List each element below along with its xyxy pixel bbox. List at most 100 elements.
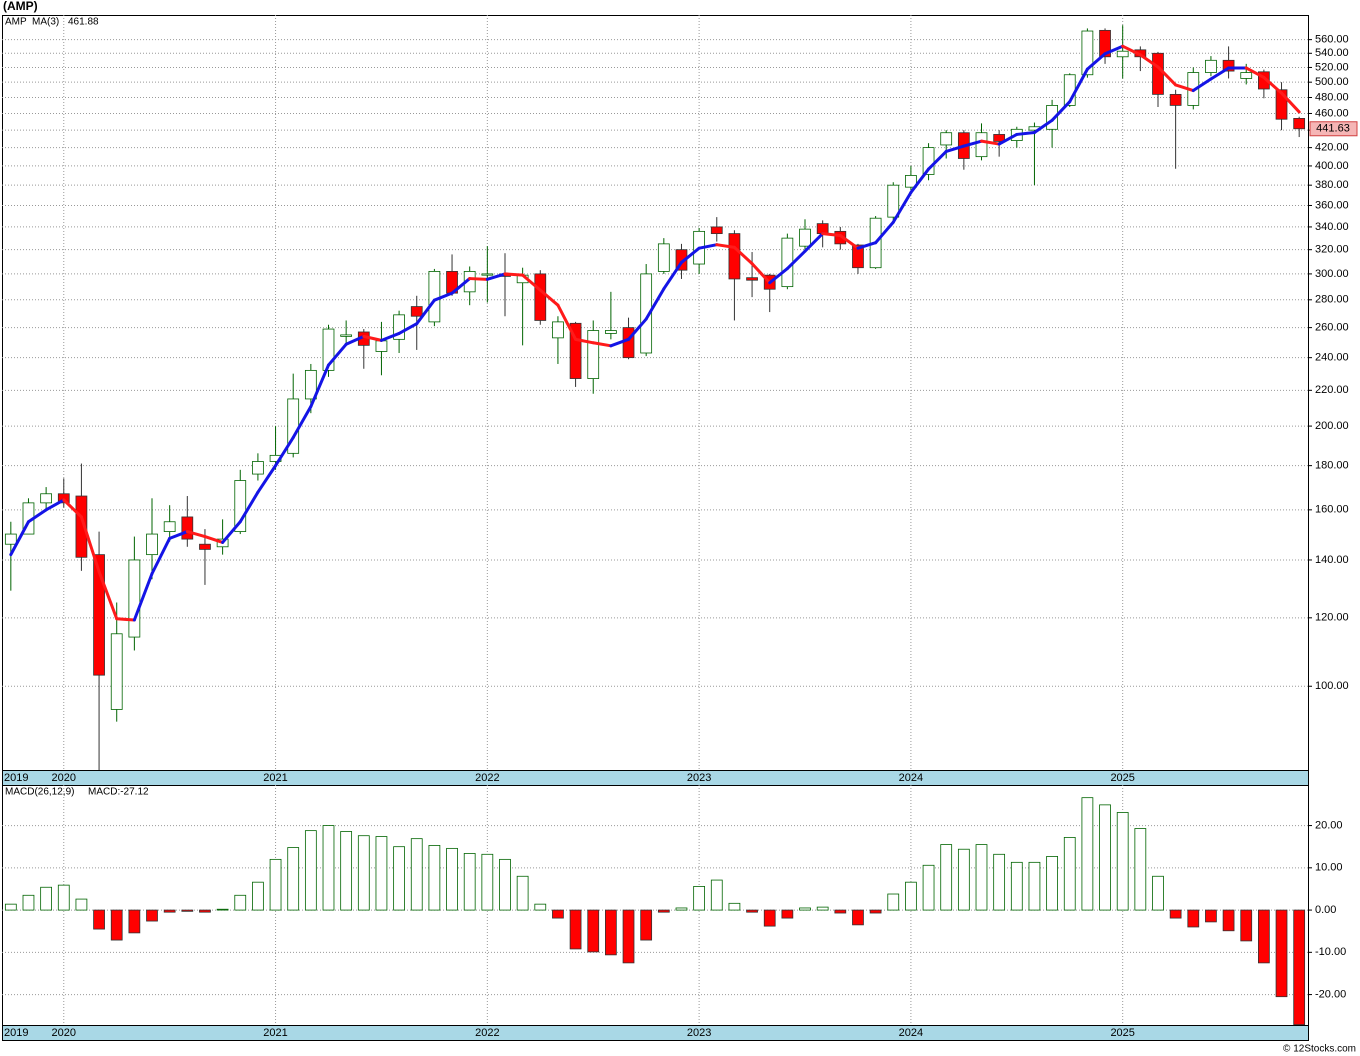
candle-body	[940, 132, 953, 146]
x-tick-label: 2021	[263, 1027, 287, 1039]
y-tick-label: 420.00	[1315, 142, 1349, 154]
candle-body	[75, 495, 88, 558]
y-tick-label: 480.00	[1315, 91, 1349, 103]
y-tick-label: 540.00	[1315, 47, 1349, 59]
y-tick-label: 360.00	[1315, 199, 1349, 211]
macd-bar	[22, 894, 35, 911]
candle-body	[1169, 93, 1182, 106]
macd-bar	[1152, 875, 1164, 911]
ma-segment	[26, 508, 48, 524]
ma-segment	[9, 520, 30, 557]
ma-segment	[503, 272, 525, 277]
macd-bar	[605, 909, 617, 956]
macd-bar	[993, 853, 1006, 911]
ma-segment	[838, 234, 860, 250]
macd-bar	[1240, 909, 1253, 942]
macd-bar	[446, 847, 458, 911]
ma-segment	[1174, 83, 1195, 93]
macd-bar	[57, 884, 70, 911]
y-tick-label: 120.00	[1315, 612, 1349, 624]
candle-body	[163, 521, 176, 532]
macd-bar	[622, 909, 635, 964]
y-tick-label: 460.00	[1315, 107, 1349, 119]
macd-bar	[216, 908, 229, 911]
x-tick-label: 2023	[687, 772, 711, 784]
ma-segment	[256, 464, 278, 494]
ma-segment	[274, 436, 295, 468]
macd-bar	[252, 881, 264, 911]
candle-body	[40, 493, 52, 504]
macd-bar	[887, 893, 900, 911]
macd-bar	[322, 825, 335, 911]
legend-macd-value: MACD:-27.12	[88, 787, 149, 798]
y-tick-label: -10.00	[1315, 946, 1346, 958]
ma-segment	[291, 405, 313, 440]
candle-body	[304, 369, 317, 400]
macd-bar	[128, 909, 141, 934]
ma-segment	[803, 232, 825, 253]
chart-title: (AMP)	[3, 0, 38, 13]
macd-bar	[657, 909, 670, 913]
macd-bar	[534, 903, 547, 911]
legend-ma-value: 461.88	[68, 17, 99, 28]
macd-bar	[481, 853, 494, 911]
ma-segment	[679, 246, 701, 264]
ma-segment	[997, 132, 1019, 146]
x-tick-label: 2020	[52, 1027, 76, 1039]
candle-body	[728, 233, 741, 280]
macd-bar	[1187, 909, 1200, 928]
candle-body	[569, 322, 582, 379]
candle-body	[1116, 50, 1129, 58]
candle-body	[1081, 30, 1094, 76]
macd-bar	[357, 835, 370, 911]
ma-segment	[379, 331, 401, 342]
candle-body	[128, 559, 141, 638]
macd-bar	[410, 838, 423, 911]
ma-segment	[115, 617, 136, 622]
legend-macd: MACD(26,12,9)	[5, 787, 74, 798]
date-band	[2, 1025, 1309, 1041]
y-tick-label: 260.00	[1315, 322, 1349, 334]
candle-body	[252, 461, 264, 475]
ma-segment	[168, 530, 189, 540]
y-tick-label: -20.00	[1315, 988, 1346, 1000]
ma-segment	[185, 530, 207, 539]
candle-body	[4, 533, 17, 545]
x-tick-label: 2020	[52, 772, 76, 784]
ma-segment	[1050, 100, 1072, 122]
ma-segment	[327, 342, 348, 367]
y-tick-label: 240.00	[1315, 352, 1349, 364]
macd-bar	[199, 909, 211, 913]
candle-body	[181, 516, 194, 540]
ma-segment	[821, 232, 842, 238]
macd-bar	[1099, 804, 1111, 911]
y-tick-label: 400.00	[1315, 160, 1349, 172]
ma-segment	[1085, 52, 1107, 71]
y-tick-label: 340.00	[1315, 221, 1349, 233]
y-tick-label: 200.00	[1315, 420, 1349, 432]
candle-body	[1275, 89, 1288, 120]
ma-segment	[856, 241, 878, 250]
ma-segment	[1103, 44, 1125, 56]
candle-body	[110, 633, 123, 710]
macd-bar	[1081, 797, 1094, 911]
candle-body	[1222, 59, 1235, 72]
macd-bar	[40, 886, 52, 911]
y-tick-label: 380.00	[1315, 179, 1349, 191]
ma-segment	[1244, 66, 1266, 79]
macd-bar	[1028, 861, 1041, 911]
candle-body	[1046, 105, 1058, 130]
ma-segment	[768, 267, 789, 285]
legend-ma: MA(3)	[32, 17, 59, 28]
candle-body	[340, 334, 353, 337]
candle-body	[1099, 29, 1111, 58]
ma-segment	[309, 363, 330, 409]
macd-bar	[1134, 828, 1147, 911]
ma-segment	[927, 149, 948, 171]
ma-segment	[1138, 53, 1160, 69]
ma-segment	[415, 298, 436, 326]
macd-bar	[1063, 836, 1076, 911]
ma-segment	[485, 272, 507, 281]
ma-segment	[1262, 75, 1284, 95]
ma-segment	[697, 243, 719, 250]
